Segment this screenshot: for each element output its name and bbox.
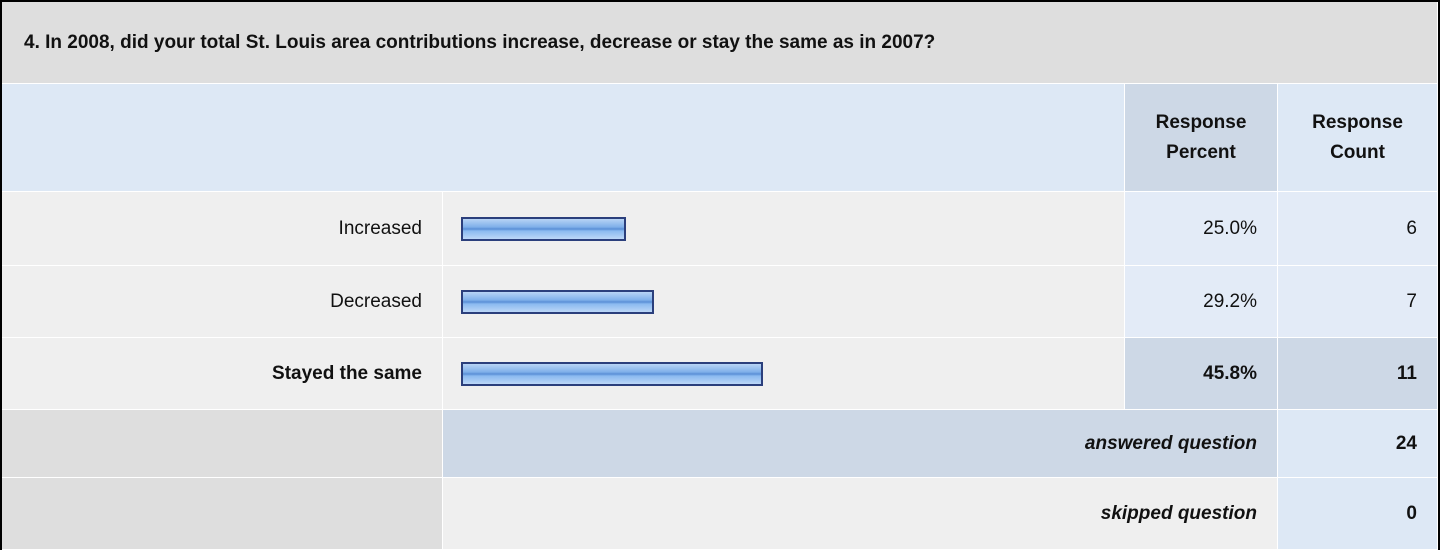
response-percent: 45.8%	[1125, 338, 1278, 410]
blank-cell	[2, 478, 443, 550]
response-count: 6	[1278, 192, 1438, 266]
answered-count: 24	[1278, 410, 1438, 478]
header-percent: Response Percent	[1125, 84, 1278, 192]
bar	[461, 290, 654, 314]
answer-label: Stayed the same	[2, 338, 443, 410]
answered-label: answered question	[443, 410, 1278, 478]
response-percent: 25.0%	[1125, 192, 1278, 266]
bar	[461, 217, 626, 241]
header-blank	[2, 84, 1125, 192]
blank-cell	[2, 410, 443, 478]
question-title: 4. In 2008, did your total St. Louis are…	[2, 2, 1438, 84]
response-count: 7	[1278, 266, 1438, 338]
answer-label: Decreased	[2, 266, 443, 338]
skipped-label: skipped question	[443, 478, 1278, 550]
bar	[461, 362, 764, 386]
answer-label: Increased	[2, 192, 443, 266]
response-count: 11	[1278, 338, 1438, 410]
response-percent: 29.2%	[1125, 266, 1278, 338]
header-count: Response Count	[1278, 84, 1438, 192]
skipped-count: 0	[1278, 478, 1438, 550]
